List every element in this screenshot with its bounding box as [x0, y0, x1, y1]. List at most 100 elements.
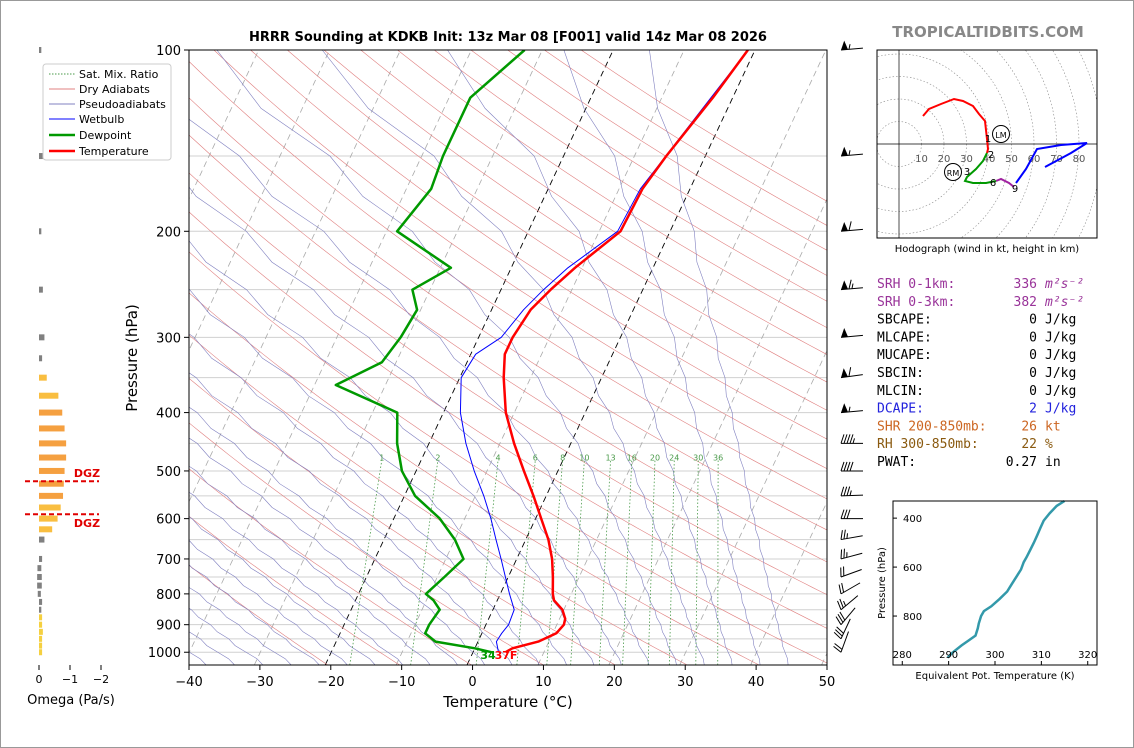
mixing-ratio-label: 24: [669, 453, 679, 462]
wind-barb: [835, 607, 856, 626]
isotherm-line: [679, 349, 827, 665]
omega-panel: DGZ DGZ 0 −1 −2 Omega (Pa/s): [25, 47, 115, 708]
theta-e-ylabel: Pressure (hPa): [877, 547, 888, 619]
barb-full: [840, 567, 842, 578]
omega-bar: [37, 582, 42, 589]
isotherm-line: [750, 500, 827, 665]
dry-adiabat: [189, 377, 616, 665]
index-value: 0: [1029, 366, 1037, 381]
t-tick-label: −40: [175, 675, 202, 690]
dry-adiabat: [189, 251, 827, 664]
barb-full: [838, 584, 842, 594]
index-unit: %: [1045, 437, 1053, 452]
dry-adiabat: [323, 50, 827, 383]
barb-half: [848, 150, 851, 156]
dry-adiabat: [189, 515, 400, 665]
t-tick-label: −30: [246, 675, 273, 690]
isotherm-line: [537, 50, 827, 665]
index-unit: m²s⁻²: [1044, 277, 1084, 292]
hodograph-segment: [963, 152, 997, 184]
dry-adiabat: [189, 211, 827, 629]
theta-e-xlabel: Equivalent Pot. Temperature (K): [915, 671, 1074, 682]
omega-bar: [39, 480, 64, 487]
index-label: PWAT:: [877, 455, 916, 470]
rm-label: RM: [947, 169, 960, 178]
barb-full: [846, 461, 851, 472]
pseudoadiabat: [189, 406, 486, 665]
skewt-frame: [188, 49, 828, 666]
theta-e-y-tick-label: 800: [903, 612, 922, 623]
dry-adiabat: [507, 50, 827, 251]
wind-barb: [840, 529, 863, 541]
theta-e-x-tick-label: 320: [1078, 650, 1097, 661]
barb-full: [843, 461, 848, 472]
rm-marker: [944, 163, 962, 181]
dry-adiabat: [189, 97, 827, 531]
pseudoadiabat: [189, 186, 622, 665]
mixing-ratio-label: 16: [627, 453, 637, 462]
omega-bar: [39, 526, 53, 533]
pseudoadiabat: [189, 372, 513, 665]
omega-tick-label: 0: [36, 673, 43, 686]
index-unit: J/kg: [1045, 366, 1076, 381]
wind-barb: [840, 509, 863, 520]
mixing-ratio-label: 8: [560, 453, 565, 462]
wind-barb: [840, 367, 863, 379]
wind-barb: [840, 40, 863, 51]
hodograph-height-label: 1: [985, 134, 991, 145]
p-tick-label: 700: [156, 553, 181, 568]
isotherm-line: [189, 50, 401, 503]
pseudoadiabat: [189, 465, 431, 665]
barb-full: [843, 548, 845, 559]
barb-full: [836, 626, 844, 634]
hodograph-caption: Hodograph (wind in kt, height in km): [895, 244, 1080, 255]
omega-bar: [39, 409, 63, 416]
mixing-ratio-line: [349, 460, 383, 665]
hodograph-ring-label: 70: [1050, 154, 1063, 165]
legend-temperature: Temperature: [78, 145, 149, 158]
barb-flag: [841, 280, 848, 290]
hodograph-ring-label: 80: [1073, 154, 1086, 165]
barb-full: [848, 279, 852, 290]
hodograph-height-label: 2: [988, 150, 994, 161]
barb-full: [835, 629, 843, 637]
dgz-label: DGZ: [74, 467, 100, 480]
omega-bar: [39, 392, 59, 399]
mixing-ratio-line: [410, 460, 439, 665]
p-tick-label: 1000: [148, 646, 181, 661]
omega-bar: [39, 355, 43, 362]
barb-full: [843, 529, 846, 540]
wind-barb: [840, 221, 863, 232]
wind-barb: [837, 595, 859, 611]
mixing-ratio-label: 20: [650, 453, 660, 462]
barb-full: [846, 486, 851, 496]
barb-full: [848, 221, 852, 231]
dgz-label: DGZ: [74, 517, 100, 530]
isotherm-line: [189, 50, 472, 655]
dry-adiabat: [213, 50, 827, 469]
barb-half: [846, 533, 849, 539]
wind-barb: [833, 618, 851, 640]
hodograph-height-label: 9: [1012, 184, 1018, 195]
theta-e-x-tick-label: 290: [939, 650, 958, 661]
barb-full: [840, 549, 843, 559]
pseudoadiabat: [189, 539, 348, 665]
dry-adiabat: [189, 61, 827, 500]
skewt-background-lines: [189, 50, 827, 665]
theta-e-x-tick-label: 300: [985, 650, 1004, 661]
barb-full: [849, 434, 854, 444]
theta-e-x-tick-label: 310: [1032, 650, 1051, 661]
index-label: SRH 0-3km:: [877, 295, 955, 310]
barb-full: [834, 643, 843, 650]
barb-staff: [840, 618, 851, 640]
index-label: MLCIN:: [877, 384, 924, 399]
theta-e-line: [946, 499, 1066, 659]
pseudoadiabat: [189, 516, 376, 665]
index-label: SRH 0-1km:: [877, 277, 955, 292]
omega-bar: [39, 440, 67, 447]
index-unit: in: [1045, 455, 1061, 470]
lm-marker: [992, 125, 1010, 143]
omega-bar: [39, 47, 42, 53]
